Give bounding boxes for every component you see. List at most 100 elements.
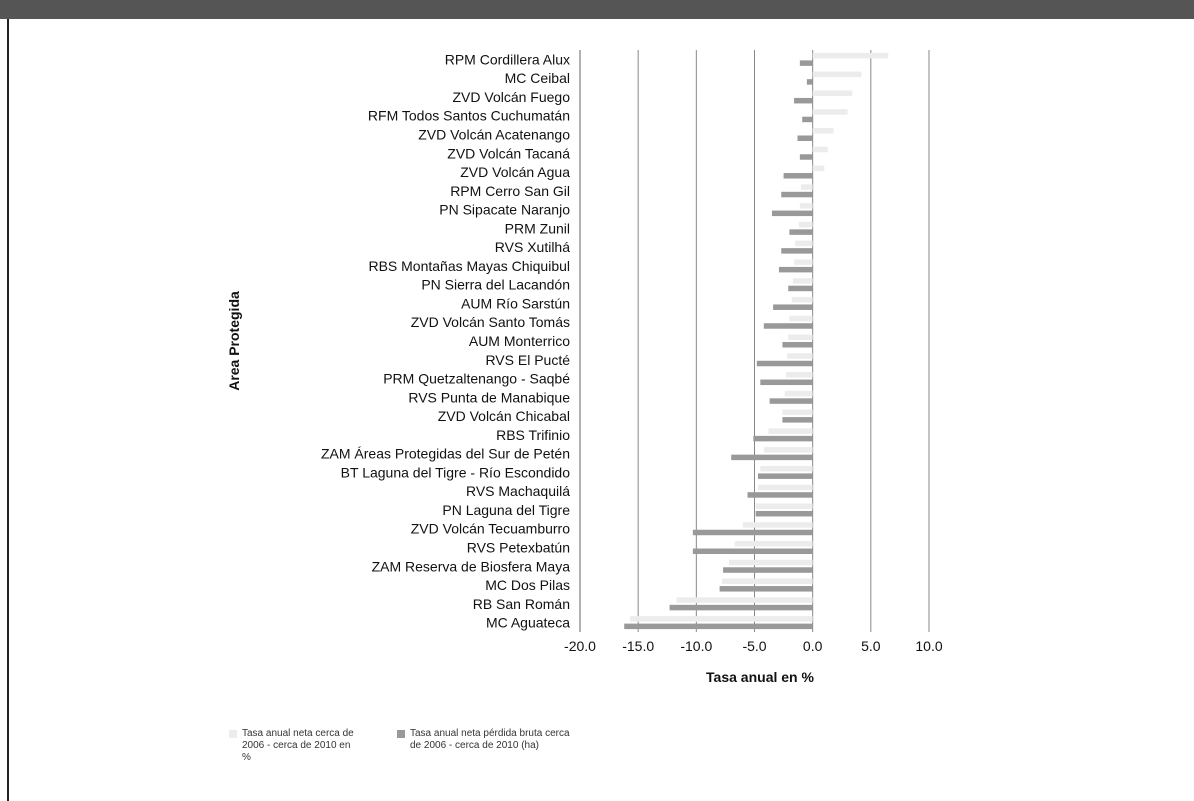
bar-net-rate <box>734 541 813 547</box>
bar-gross-loss <box>771 210 813 217</box>
bar-net-rate <box>799 203 813 209</box>
bar-gross-loss <box>782 417 813 423</box>
category-label: PRM Quetzaltenango - Saqbé <box>383 371 570 387</box>
category-label: ZVD Volcán Tacaná <box>447 145 570 161</box>
legend-swatch-net-rate <box>229 730 237 738</box>
bar-net-rate <box>721 578 813 585</box>
bar-net-rate <box>792 278 813 284</box>
category-label: ZVD Volcán Agua <box>460 164 570 180</box>
bar-net-rate <box>795 240 813 247</box>
bar-net-rate <box>763 447 813 453</box>
bar-gross-loss <box>719 586 813 592</box>
bar-net-rate <box>785 372 813 378</box>
x-axis-title: Tasa anual en % <box>706 669 814 685</box>
bar-net-rate <box>782 409 813 416</box>
category-label: PRM Zunil <box>505 220 570 236</box>
category-label: BT Laguna del Tigre - Río Escondido <box>341 464 571 480</box>
bar-gross-loss <box>669 604 813 611</box>
x-tick-label: -5.0 <box>742 638 766 654</box>
category-label: RVS El Pucté <box>485 352 570 368</box>
bar-gross-loss <box>723 567 813 573</box>
bar-gross-loss <box>789 229 813 235</box>
bar-net-rate <box>630 616 813 622</box>
bar-net-rate <box>755 503 813 509</box>
category-label: MC Dos Pilas <box>485 577 570 593</box>
legend-swatch-gross-loss <box>397 730 405 738</box>
bar-gross-loss <box>769 398 813 404</box>
bar-net-rate <box>794 259 813 265</box>
category-label: AUM Monterrico <box>469 333 570 349</box>
bar-gross-loss <box>773 304 813 310</box>
category-label: RBS Trifinio <box>496 427 570 443</box>
bar-net-rate <box>791 296 813 303</box>
bar-gross-loss <box>799 60 813 66</box>
category-label: ZVD Volcán Fuego <box>452 89 570 105</box>
bar-gross-loss <box>781 248 813 254</box>
category-label: RVS Petexbatún <box>467 540 570 556</box>
x-tick-label: -20.0 <box>564 638 596 654</box>
bar-gross-loss <box>692 529 813 536</box>
category-label: ZVD Volcán Santo Tomás <box>411 314 570 330</box>
bar-gross-loss <box>731 454 813 461</box>
category-label: RBS Montañas Mayas Chiquibul <box>368 258 570 274</box>
bar-net-rate <box>812 146 828 153</box>
bar-net-rate <box>812 90 853 96</box>
category-label: RVS Punta de Manabique <box>408 389 570 405</box>
bar-gross-loss <box>802 116 813 123</box>
legend-label-gross-loss: Tasa anual neta pérdida bruta cerca de 2… <box>410 728 570 751</box>
bar-net-rate <box>760 465 813 472</box>
x-tick-label: 0.0 <box>803 638 823 654</box>
bar-net-rate <box>812 127 834 134</box>
category-label: PN Sierra del Lacandón <box>421 277 570 293</box>
category-label: AUM Río Sarstún <box>461 295 570 311</box>
bar-gross-loss <box>692 548 813 555</box>
bar-gross-loss <box>781 191 813 198</box>
bar-net-rate <box>798 221 813 228</box>
bar-gross-loss <box>760 379 813 386</box>
x-tick-label: -10.0 <box>680 638 712 654</box>
bar-net-rate <box>812 165 825 172</box>
category-label: ZVD Volcán Chicabal <box>438 408 570 424</box>
bar-gross-loss <box>788 285 813 292</box>
x-tick-label: 5.0 <box>861 638 881 654</box>
bar-gross-loss <box>757 473 813 479</box>
bar-net-rate <box>789 315 813 322</box>
category-label: ZVD Volcán Acatenango <box>418 126 570 142</box>
category-label: RPM Cordillera Alux <box>445 51 570 67</box>
category-label: RVS Machaquilá <box>466 483 570 499</box>
bar-gross-loss <box>747 492 813 498</box>
category-labels: RPM Cordillera Alux MC Ceibal ZVD Volcán F… <box>321 51 570 630</box>
category-label: PN Laguna del Tigre <box>442 502 570 518</box>
bar-gross-loss <box>763 323 813 329</box>
bar-gross-loss <box>753 435 813 442</box>
category-label: MC Ceibal <box>505 70 570 86</box>
bar-net-rate <box>787 353 813 359</box>
category-label: RB San Román <box>473 596 570 612</box>
bar-gross-loss <box>783 173 813 179</box>
bar-gross-loss <box>797 135 813 141</box>
bar-gross-loss <box>799 154 813 160</box>
category-label: RFM Todos Santos Cuchumatán <box>368 108 570 124</box>
bar-net-rate <box>784 390 813 397</box>
bar-gross-loss <box>794 97 813 104</box>
left-border <box>7 19 9 801</box>
bar-gross-loss <box>778 266 813 273</box>
category-label: PN Sipacate Naranjo <box>439 202 570 218</box>
category-label: RPM Cerro San Gil <box>450 183 570 199</box>
bar-net-rate <box>768 428 813 434</box>
bar-net-rate <box>788 334 813 340</box>
category-label: ZAM Reserva de Biosfera Maya <box>372 558 571 574</box>
bar-gross-loss <box>756 360 813 367</box>
category-label: ZVD Volcán Tecuamburro <box>411 521 570 537</box>
bar-net-rate <box>812 71 862 78</box>
bars <box>624 52 889 630</box>
top-bar <box>0 0 1194 19</box>
bar-gross-loss <box>624 623 813 630</box>
bar-net-rate <box>757 484 813 491</box>
bar-gross-loss <box>806 79 813 85</box>
category-label: RVS Xutilhá <box>495 239 570 255</box>
bar-net-rate <box>742 522 813 528</box>
x-tick-label: 10.0 <box>915 638 942 654</box>
bar-net-rate <box>676 597 813 603</box>
